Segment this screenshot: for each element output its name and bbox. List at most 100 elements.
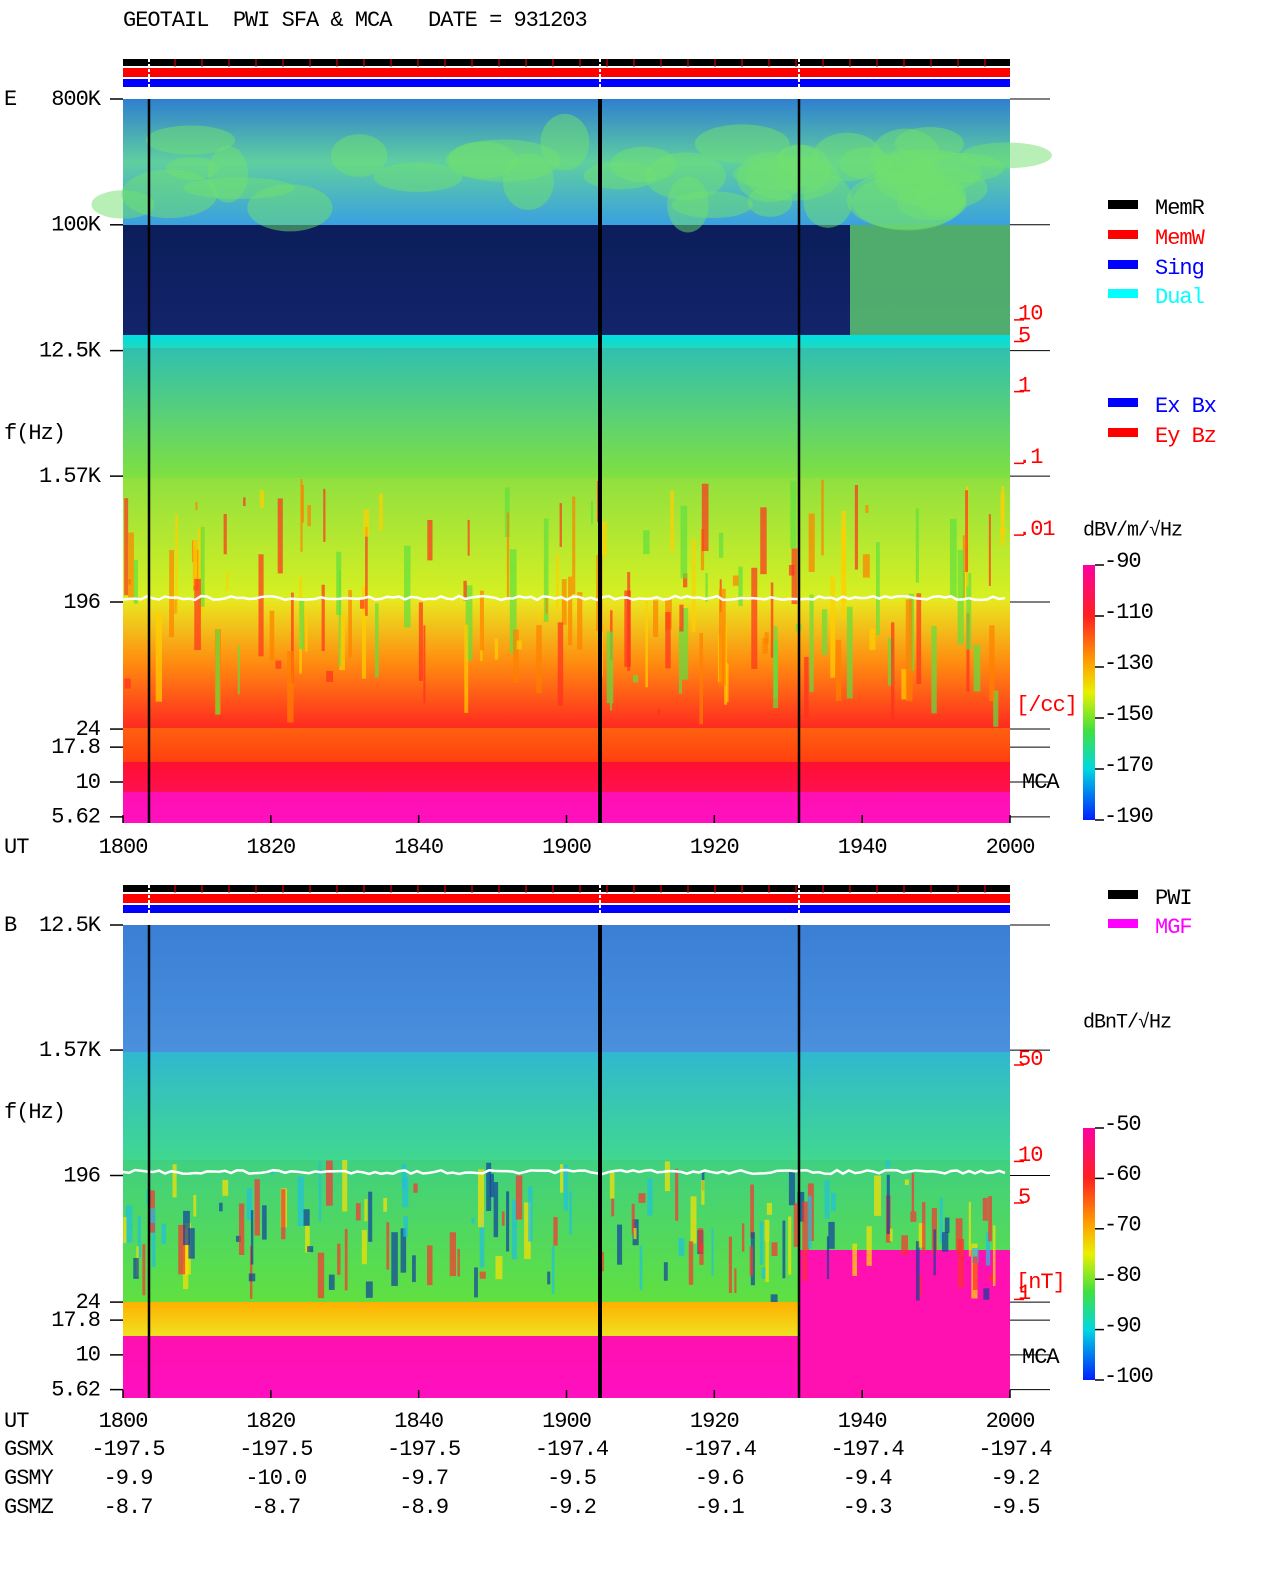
spectrogram-texture bbox=[471, 1218, 475, 1224]
spectrogram-texture bbox=[918, 1223, 925, 1248]
spectrogram-texture bbox=[690, 1196, 697, 1244]
colorbar-tick-label: -190 bbox=[1104, 804, 1153, 829]
y-tick-label: 5.62 bbox=[51, 805, 100, 830]
spectrogram-texture bbox=[509, 549, 517, 654]
spectrogram-texture bbox=[875, 542, 880, 635]
spectrogram-texture bbox=[463, 580, 467, 601]
spectrogram-texture bbox=[474, 1267, 478, 1298]
spectrogram-texture bbox=[887, 638, 894, 686]
legend-swatch bbox=[1108, 260, 1138, 269]
spectrogram-texture bbox=[448, 141, 518, 179]
spectrogram-texture bbox=[802, 1201, 810, 1252]
spectrogram-texture bbox=[391, 1232, 398, 1286]
spectrogram-texture bbox=[270, 1169, 275, 1176]
spectrogram-texture bbox=[277, 498, 283, 574]
spectrogram-band bbox=[123, 1052, 1010, 1160]
spectrogram-texture bbox=[269, 610, 275, 661]
spectrogram-texture bbox=[223, 513, 227, 555]
spectrogram-texture bbox=[169, 550, 175, 638]
spectrogram-texture bbox=[828, 1221, 835, 1249]
spectrogram-texture bbox=[678, 1237, 685, 1256]
spectrogram-texture bbox=[188, 1228, 195, 1259]
spectrogram-texture bbox=[791, 548, 798, 605]
spectrogram-texture bbox=[983, 1288, 990, 1300]
spectrogram-texture bbox=[559, 503, 562, 547]
spectrogram-texture bbox=[705, 573, 708, 602]
spectrogram-texture bbox=[365, 526, 368, 616]
legend-swatch bbox=[1108, 398, 1138, 407]
spectrogram-texture bbox=[235, 1235, 241, 1242]
spectrogram-texture bbox=[915, 508, 919, 583]
y-axis-label: f(Hz) bbox=[4, 421, 65, 446]
status-bar bbox=[123, 79, 1010, 87]
spectrogram-texture bbox=[609, 1171, 615, 1199]
spectrogram-texture bbox=[988, 514, 991, 586]
y-tick-label: 10 bbox=[76, 1343, 100, 1368]
spectrogram-texture bbox=[427, 1245, 433, 1286]
panel-label: B bbox=[4, 913, 17, 938]
spectrogram-texture bbox=[653, 600, 659, 638]
spectrogram-texture bbox=[413, 1183, 418, 1193]
spectrogram-texture bbox=[338, 570, 341, 667]
y-tick-label: 100K bbox=[51, 213, 102, 238]
spectrogram-texture bbox=[281, 1189, 286, 1240]
orbit-label: GSMX bbox=[4, 1437, 54, 1462]
spectrogram-texture bbox=[361, 1229, 367, 1265]
y-axis-label: f(Hz) bbox=[4, 1100, 65, 1125]
spectrogram-texture bbox=[982, 1197, 988, 1221]
colorbar-tick-label: -70 bbox=[1104, 1213, 1141, 1238]
spectrogram-texture bbox=[502, 153, 554, 210]
spectrogram-texture bbox=[663, 1262, 668, 1281]
spectrogram-texture bbox=[764, 1219, 770, 1242]
spectrogram-texture bbox=[301, 484, 305, 523]
orbit-value: -197.5 bbox=[91, 1437, 164, 1462]
spectrogram-texture bbox=[865, 505, 869, 513]
spectrogram-texture bbox=[678, 626, 683, 694]
spectrogram-texture bbox=[852, 1243, 857, 1276]
spectrogram-texture bbox=[681, 608, 689, 680]
spectrogram-texture bbox=[734, 1268, 737, 1294]
y-tick-label: 1.57K bbox=[39, 1038, 102, 1063]
spectrogram-texture bbox=[467, 519, 470, 556]
legend-label: Sing bbox=[1155, 256, 1204, 281]
spectrogram-texture bbox=[258, 554, 264, 657]
colorbar bbox=[1083, 565, 1095, 820]
spectrogram-texture bbox=[901, 669, 907, 700]
spectrogram-texture bbox=[501, 1211, 505, 1226]
panel-label: E bbox=[4, 87, 17, 112]
spectrogram-texture bbox=[905, 599, 913, 702]
orbit-value: -197.4 bbox=[535, 1437, 609, 1462]
spectrogram-texture bbox=[809, 594, 814, 692]
y-tick-label: 17.8 bbox=[51, 735, 100, 760]
spectrogram-texture bbox=[904, 1179, 909, 1186]
x-tick-label: 1900 bbox=[542, 1409, 591, 1434]
spectrogram-texture bbox=[841, 510, 847, 603]
spectrogram-texture bbox=[664, 1161, 670, 1192]
x-tick-label: 1900 bbox=[542, 835, 591, 860]
spectrogram-texture bbox=[770, 1294, 778, 1302]
spectrogram-texture bbox=[128, 532, 134, 599]
spectrogram-texture bbox=[248, 1273, 256, 1282]
colorbar-tick-label: -90 bbox=[1104, 549, 1141, 574]
colorbar-tick-label: -100 bbox=[1104, 1364, 1153, 1389]
spectrogram-texture bbox=[336, 551, 342, 616]
spectrogram-texture bbox=[300, 479, 303, 552]
y2-tick-label: 1 bbox=[1018, 1281, 1031, 1306]
y2-tick-label: .1 bbox=[1018, 445, 1043, 470]
spectrogram-texture bbox=[303, 1209, 310, 1226]
spectrogram-band bbox=[850, 225, 1010, 335]
spectrogram-texture bbox=[633, 1227, 637, 1240]
colorbar-tick-label: -150 bbox=[1104, 702, 1153, 727]
spectrogram-texture bbox=[368, 1191, 373, 1242]
orbit-value: -9.9 bbox=[104, 1466, 153, 1491]
orbit-value: -10.0 bbox=[245, 1466, 306, 1491]
spectrogram-texture bbox=[910, 1211, 917, 1222]
spectrogram-texture bbox=[423, 625, 426, 704]
spectrogram-texture bbox=[988, 1275, 995, 1281]
spectrogram-texture bbox=[124, 498, 129, 596]
spectrogram-texture bbox=[194, 578, 201, 651]
y-tick-label: 196 bbox=[63, 590, 100, 615]
spectrogram-texture bbox=[494, 638, 499, 660]
spectrogram-texture bbox=[330, 134, 388, 177]
